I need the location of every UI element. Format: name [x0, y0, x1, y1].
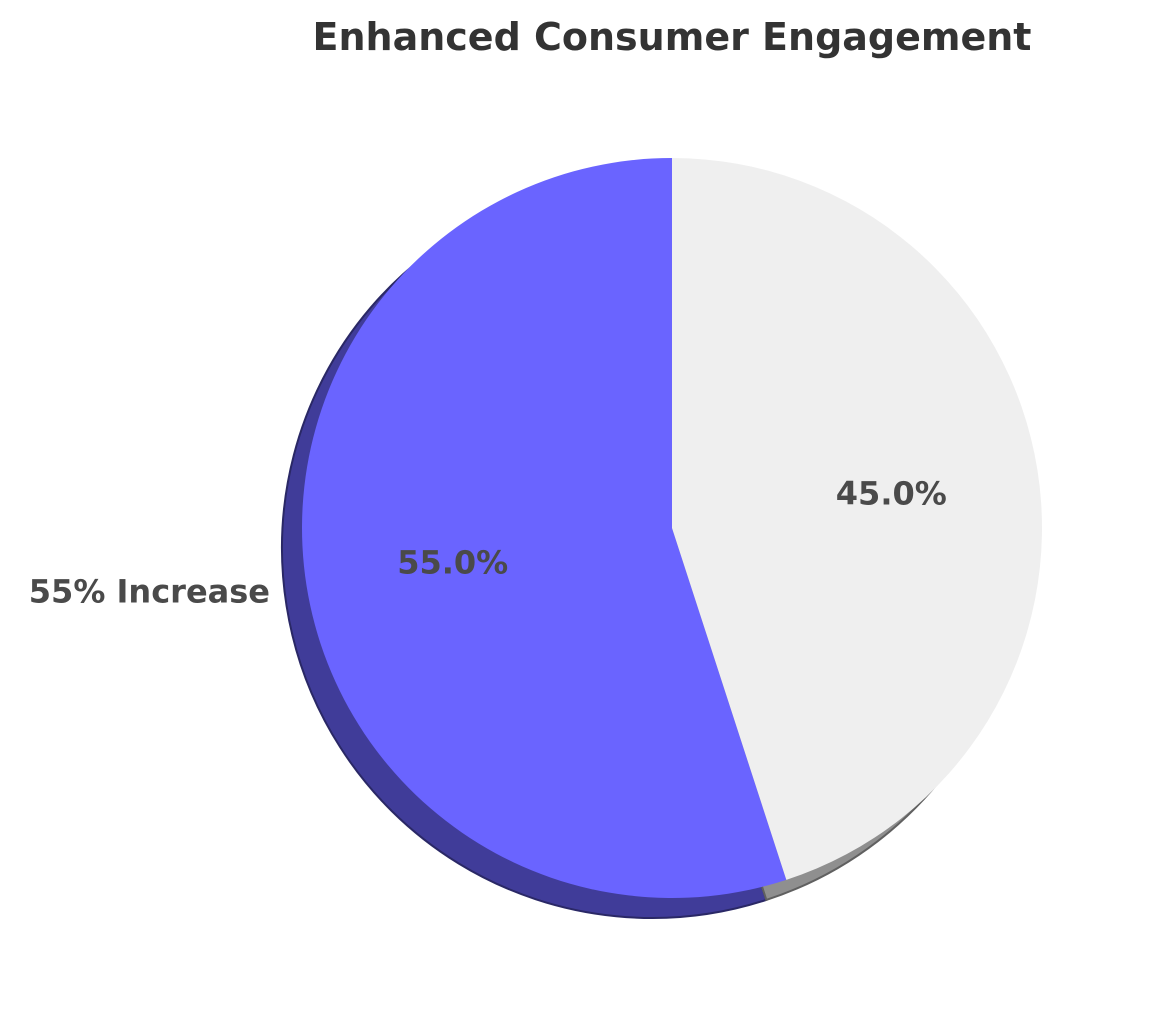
pie-slices — [302, 158, 1043, 898]
pie-slice — [672, 158, 1043, 880]
slice-label: 55% Increase — [29, 573, 270, 611]
pie-labels: 55.0% 55% Increase 45.0% — [29, 474, 947, 610]
slice-percent-label: 55.0% — [397, 544, 508, 582]
slice-percent-label: 45.0% — [836, 474, 947, 512]
chart-title: Enhanced Consumer Engagement — [313, 15, 1032, 59]
pie-slice — [302, 158, 787, 898]
